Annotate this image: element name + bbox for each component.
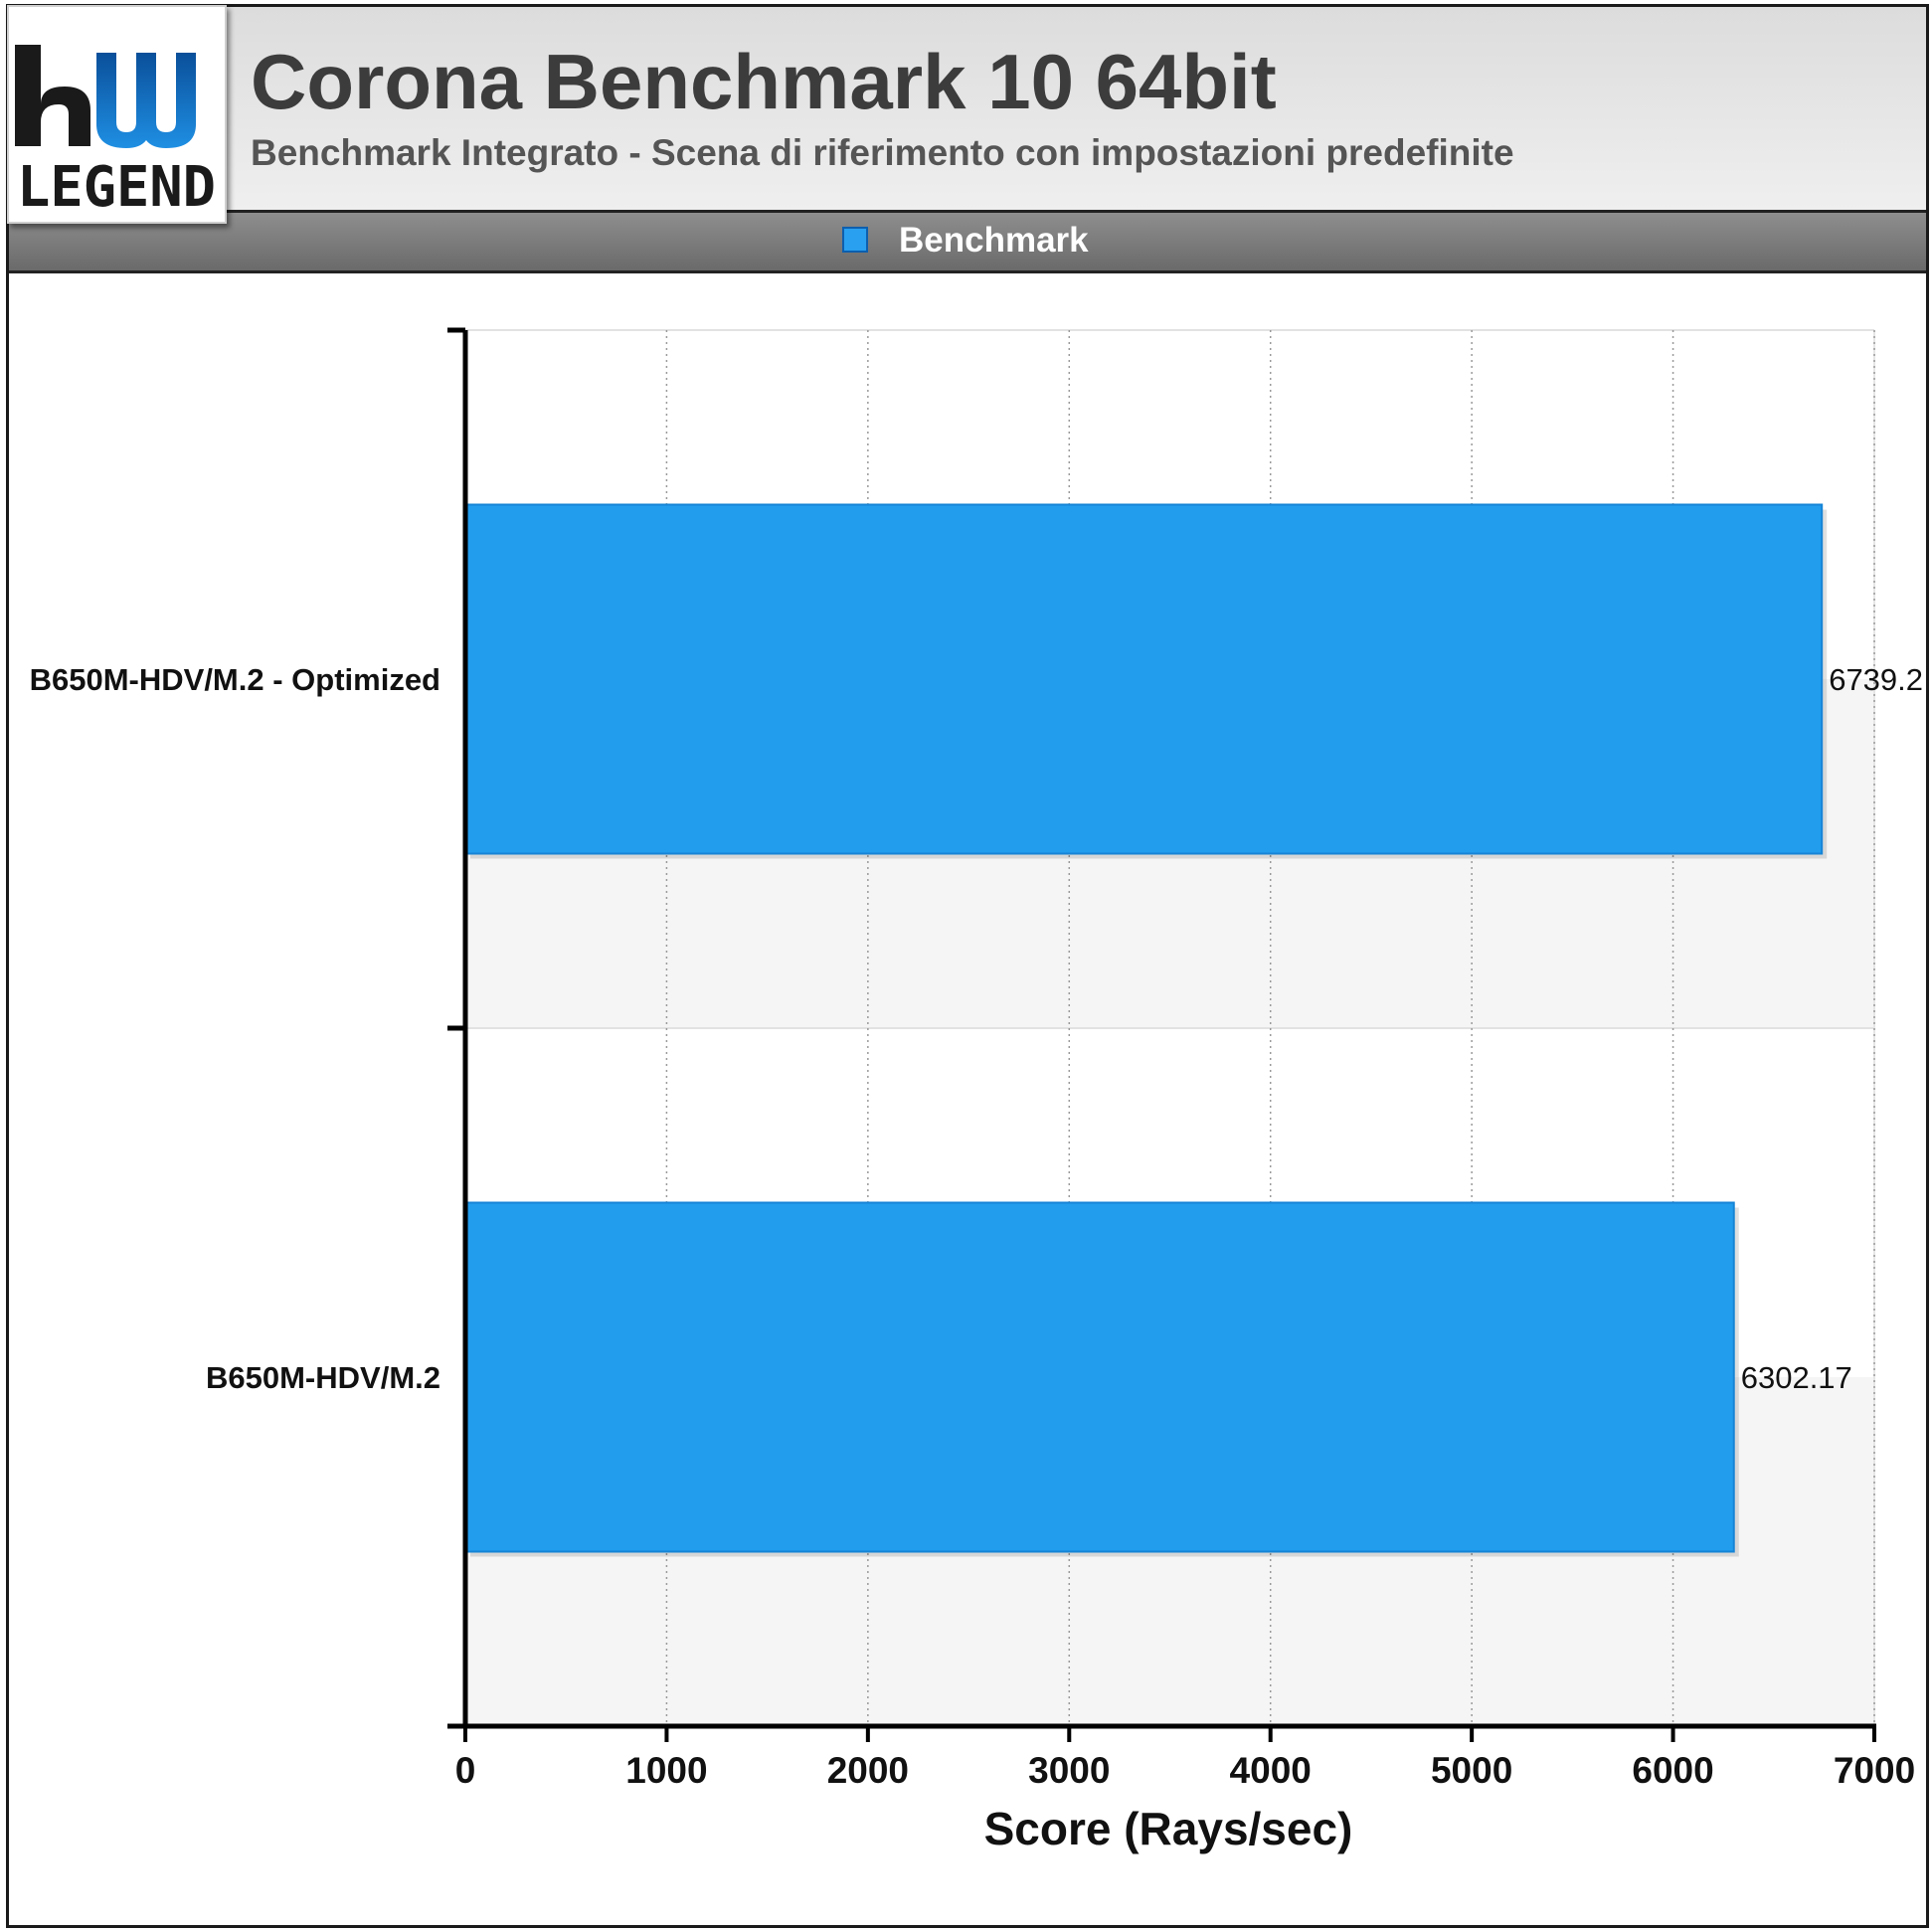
x-tick-label: 3000 [1028,1750,1110,1791]
bar-value-label: 6739.2 [1829,662,1923,697]
bar [464,503,1824,855]
x-tick-label: 1000 [625,1750,707,1791]
legend-swatch-benchmark [842,227,868,253]
category-label: B650M-HDV/M.2 - Optimized [30,662,440,697]
hwlegend-logo-icon: LEGEND [15,45,216,220]
chart-subtitle: Benchmark Integrato - Scena di riferimen… [251,132,1514,173]
x-tick-label: 7000 [1834,1750,1915,1791]
x-tick-label: 5000 [1431,1750,1512,1791]
x-tick-label: 4000 [1230,1750,1312,1791]
x-tick-label: 6000 [1632,1750,1713,1791]
category-label: B650M-HDV/M.2 [206,1360,440,1395]
hwlegend-logo: LEGEND [7,5,227,224]
legend-bar: Benchmark [9,213,1926,273]
logo-text: LEGEND [17,155,216,220]
bar-value-label: 6302.17 [1741,1360,1852,1395]
chart-header: Corona Benchmark 10 64bit Benchmark Inte… [9,7,1926,213]
x-tick-label: 0 [455,1750,476,1791]
legend-label-benchmark: Benchmark [899,221,1089,260]
x-tick-label: 2000 [827,1750,909,1791]
chart-title: Corona Benchmark 10 64bit [251,38,1277,125]
x-axis-label: Score (Rays/sec) [984,1803,1353,1854]
bar [464,1201,1735,1553]
